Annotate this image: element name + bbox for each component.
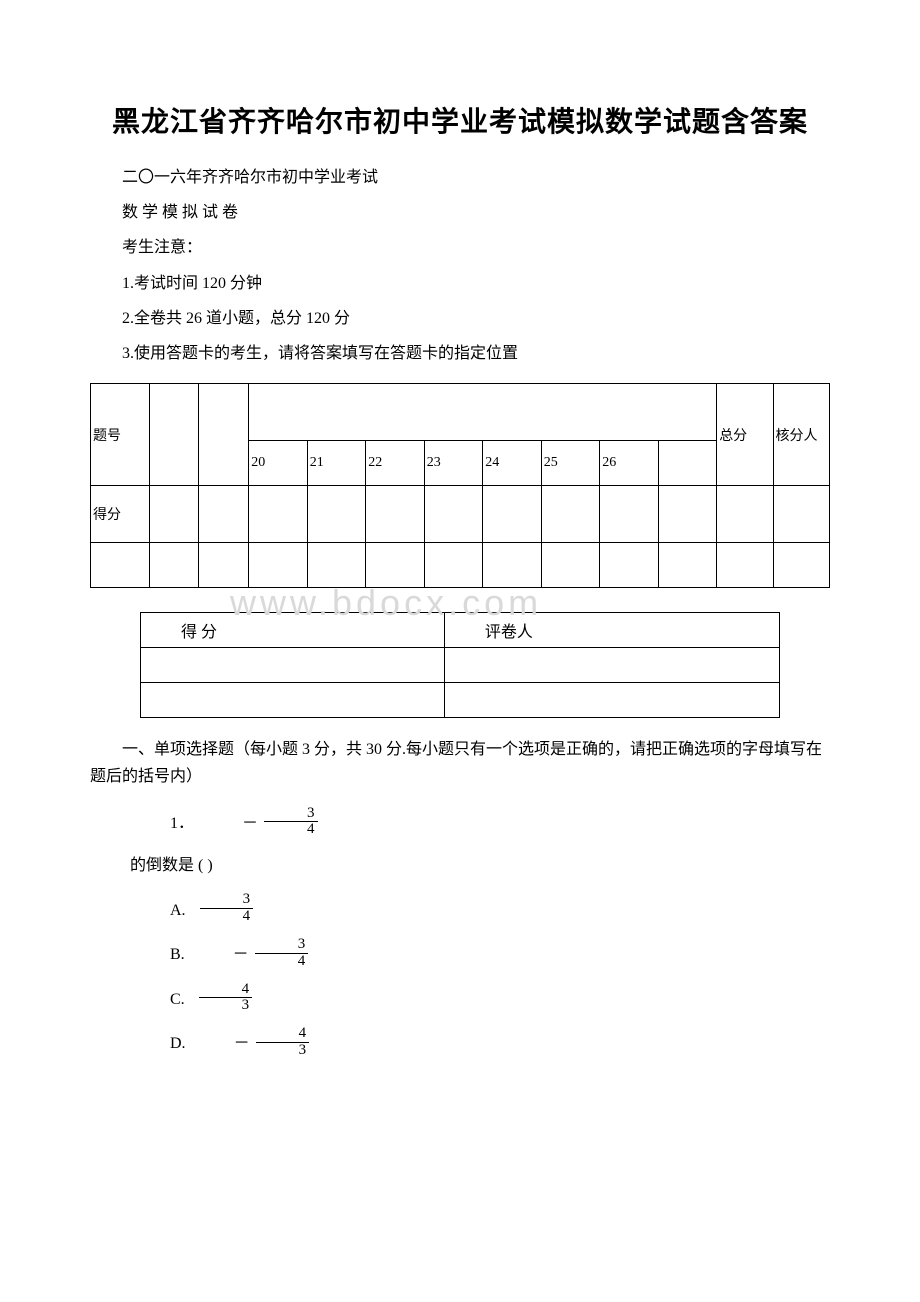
cell-blank [141, 648, 445, 683]
cell-blank [483, 543, 542, 588]
cell-defen-label: 得 分 [141, 613, 445, 648]
cell-num: 25 [541, 441, 600, 486]
cell-blank [141, 683, 445, 718]
cell-hefenren: 核分人 [773, 384, 829, 486]
q1-negative-sign: － [202, 805, 258, 843]
negative-sign: － [193, 936, 249, 974]
cell-blank [199, 486, 249, 543]
header-line-1: 二〇一六年齐齐哈尔市初中学业考试 [90, 160, 830, 195]
table-row [141, 648, 780, 683]
cell-blank [717, 543, 773, 588]
header-line-4: 1.考试时间 120 分钟 [90, 266, 830, 301]
cell-blank [424, 543, 483, 588]
fraction-denominator: 3 [199, 998, 253, 1014]
fraction-numerator: 3 [200, 892, 254, 909]
fraction-denominator: 4 [200, 909, 254, 925]
cell-blank [249, 486, 308, 543]
option-c: C. 4 3 [90, 980, 830, 1019]
header-line-2: 数 学 模 拟 试 卷 [90, 195, 830, 230]
option-b: B. － 3 4 [90, 936, 830, 975]
cell-defen: 得分 [91, 486, 150, 543]
cell-blank [149, 543, 199, 588]
cell-blank [600, 486, 659, 543]
cell-blank [773, 543, 829, 588]
header-line-6: 3.使用答题卡的考生，请将答案填写在答题卡的指定位置 [90, 336, 830, 371]
option-label: A. [130, 892, 186, 930]
cell-blank [717, 486, 773, 543]
cell-blank [366, 486, 425, 543]
cell-tihao: 题号 [91, 384, 150, 486]
cell-blank [600, 543, 659, 588]
cell-blank [199, 384, 249, 486]
fraction: 4 3 [199, 982, 253, 1015]
cell-num: 21 [307, 441, 366, 486]
table-row: 题号 总分 核分人 [91, 384, 830, 441]
cell-blank [91, 543, 150, 588]
option-label: C. [130, 981, 185, 1019]
option-a: A. 3 4 [90, 891, 830, 930]
option-label: B. [130, 936, 185, 974]
cell-blank [424, 486, 483, 543]
header-line-5: 2.全卷共 26 道小题，总分 120 分 [90, 301, 830, 336]
fraction-denominator: 4 [255, 954, 309, 970]
cell-blank [366, 543, 425, 588]
score-table: 题号 总分 核分人 20 21 22 23 24 25 26 得分 [90, 383, 830, 588]
cell-blank [541, 543, 600, 588]
negative-sign: － [194, 1025, 250, 1063]
cell-num: 20 [249, 441, 308, 486]
question-1: 1． － 3 4 的倒数是 ( ) A. 3 4 B. － 3 4 C. [90, 805, 830, 1064]
cell-num: 23 [424, 441, 483, 486]
fraction-numerator: 3 [255, 937, 309, 954]
option-label: D. [130, 1025, 186, 1063]
q1-number: 1． [130, 805, 194, 843]
cell-pingjuanren-label: 评卷人 [444, 613, 779, 648]
page-title: 黑龙江省齐齐哈尔市初中学业考试模拟数学试题含答案 [90, 100, 830, 140]
cell-blank [149, 384, 199, 486]
cell-num: 24 [483, 441, 542, 486]
fraction-numerator: 4 [256, 1026, 310, 1043]
cell-blank [658, 441, 717, 486]
cell-num: 26 [600, 441, 659, 486]
fraction-denominator: 4 [264, 822, 318, 838]
table-row: 得分 [91, 486, 830, 543]
option-d: D. － 4 3 [90, 1025, 830, 1064]
cell-blank [199, 543, 249, 588]
cell-zongfen: 总分 [717, 384, 773, 486]
cell-blank [658, 486, 717, 543]
grader-table: 得 分 评卷人 [140, 612, 780, 718]
cell-blank [149, 486, 199, 543]
fraction-denominator: 3 [256, 1043, 310, 1059]
cell-num: 22 [366, 441, 425, 486]
cell-blank [307, 486, 366, 543]
cell-span [249, 384, 717, 441]
fraction: 4 3 [256, 1026, 310, 1059]
fraction-numerator: 4 [199, 982, 253, 999]
cell-blank [541, 486, 600, 543]
table-row [91, 543, 830, 588]
cell-blank [483, 486, 542, 543]
header-line-3: 考生注意： [90, 230, 830, 265]
fraction: 3 4 [200, 892, 254, 925]
cell-blank [444, 683, 779, 718]
q1-fraction: 3 4 [264, 806, 318, 839]
table-row [141, 683, 780, 718]
cell-blank [249, 543, 308, 588]
cell-blank [658, 543, 717, 588]
table-row: 得 分 评卷人 [141, 613, 780, 648]
fraction: 3 4 [255, 937, 309, 970]
fraction-numerator: 3 [264, 806, 318, 823]
section-intro: 一、单项选择题（每小题 3 分，共 30 分.每小题只有一个选项是正确的，请把正… [90, 736, 830, 790]
cell-blank [773, 486, 829, 543]
q1-stem: 的倒数是 ( ) [90, 847, 830, 885]
cell-blank [444, 648, 779, 683]
cell-blank [307, 543, 366, 588]
